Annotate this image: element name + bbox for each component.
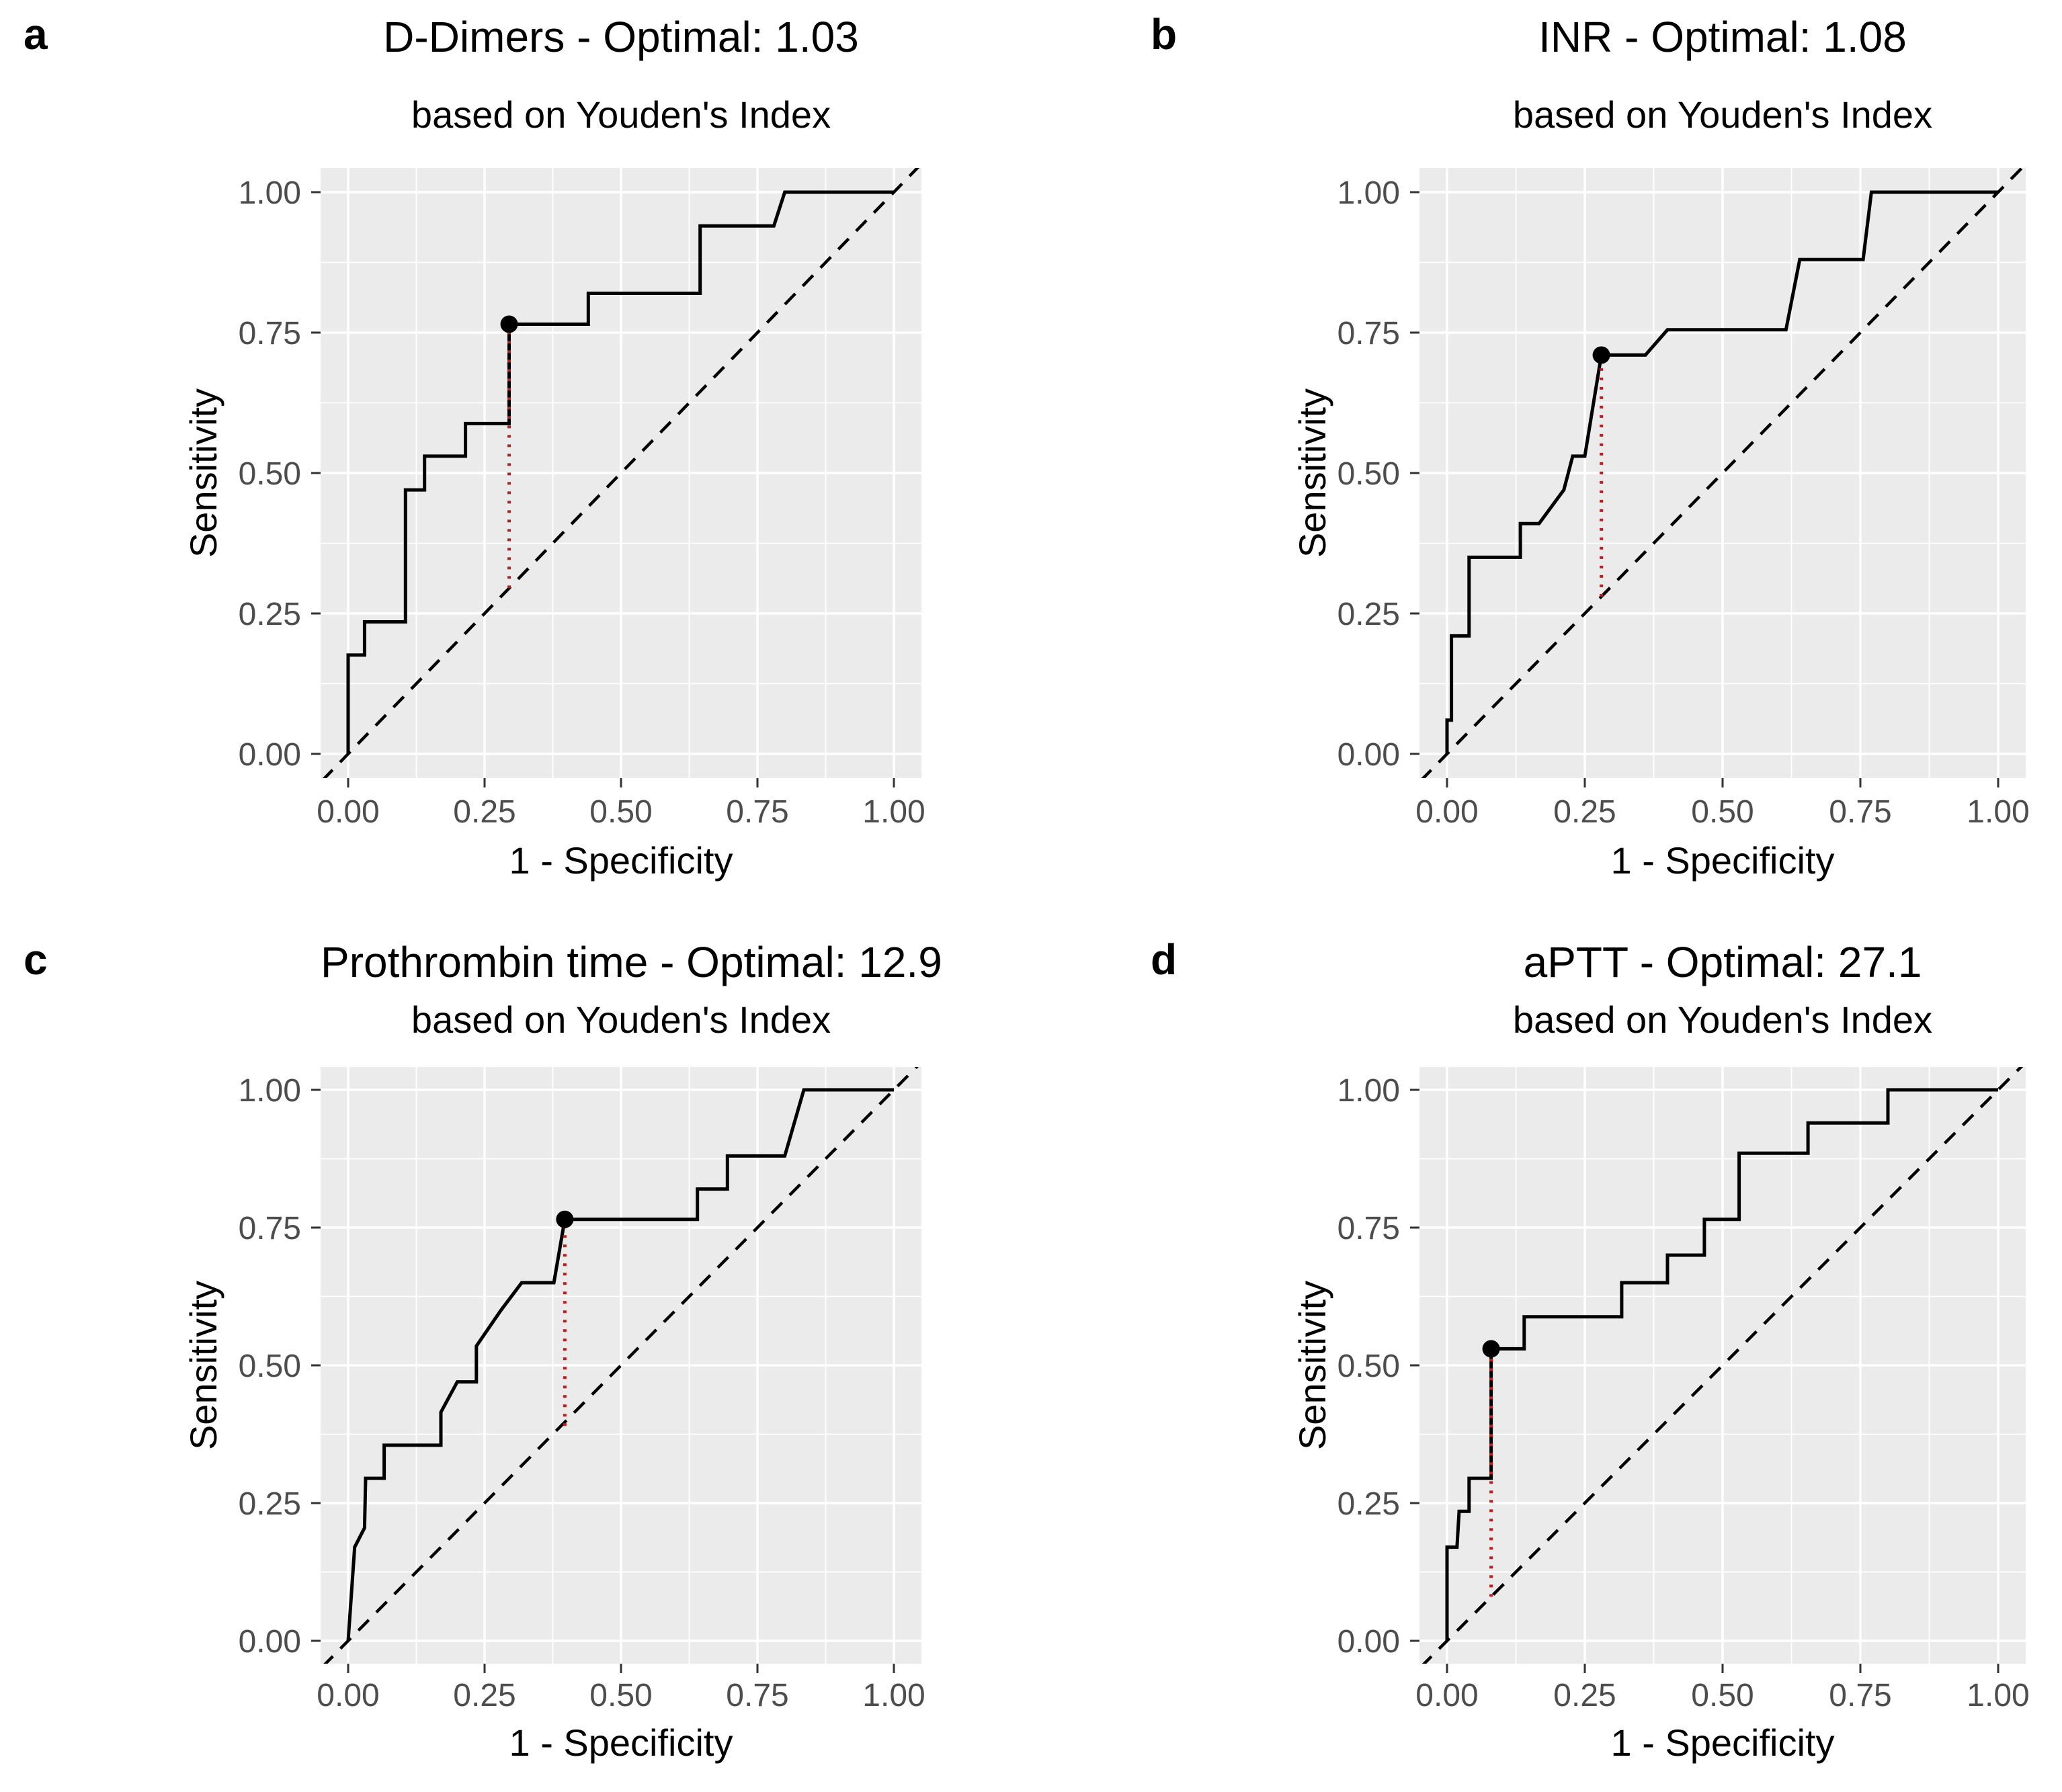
roc-curve bbox=[1445, 190, 1998, 754]
roc-plot-d: 0.00 0.00 0.25 0.25 0.50 0.50 0.75 0.75 1.00 1.00 bbox=[1337, 1067, 2030, 1713]
y-axis-tick-label: 0.00 bbox=[1337, 1624, 1400, 1660]
panel-subtitle: based on Youden's Index bbox=[1512, 93, 1933, 136]
y-axis-tick-label: 0.75 bbox=[1337, 1211, 1400, 1246]
optimal-point-marker bbox=[556, 1210, 574, 1228]
x-axis-tick-label: 0.25 bbox=[453, 1678, 516, 1713]
y-axis-tick-label: 1.00 bbox=[1337, 1073, 1400, 1109]
x-axis-title: 1 - Specificity bbox=[1610, 1721, 1835, 1764]
roc-plot-c: 0.00 0.00 0.25 0.25 0.50 0.50 0.75 0.75 1.00 1.00 bbox=[239, 1067, 925, 1713]
x-axis-tick-label: 0.00 bbox=[317, 1678, 379, 1713]
x-axis-tick-label: 0.50 bbox=[589, 1678, 652, 1713]
y-axis-tick-label: 0.00 bbox=[1337, 737, 1400, 773]
panel-subtitle: based on Youden's Index bbox=[411, 998, 831, 1041]
roc-panel-d: 0.00 0.00 0.25 0.25 0.50 0.50 0.75 0.75 1.00 1.00… bbox=[1031, 896, 2062, 1792]
reference-diagonal-line bbox=[323, 1067, 919, 1664]
y-axis-tick-label: 0.25 bbox=[239, 597, 301, 632]
reference-diagonal-line bbox=[1421, 1067, 2024, 1664]
y-axis-tick-label: 1.00 bbox=[1337, 175, 1400, 211]
x-axis-tick-label: 0.50 bbox=[1691, 794, 1754, 830]
x-axis-title: 1 - Specificity bbox=[509, 839, 733, 882]
y-axis-tick-label: 0.25 bbox=[1337, 597, 1400, 632]
optimal-point-marker bbox=[1482, 1340, 1500, 1358]
panel-letter: a bbox=[24, 10, 48, 58]
x-axis-tick-label: 0.75 bbox=[726, 1678, 788, 1713]
y-axis-tick-label: 0.50 bbox=[239, 456, 301, 492]
x-axis-tick-label: 1.00 bbox=[1967, 794, 2029, 830]
panel-letter: c bbox=[24, 935, 48, 984]
y-axis-tick-label: 0.50 bbox=[1337, 456, 1400, 492]
y-axis-tick-label: 0.50 bbox=[1337, 1349, 1400, 1384]
x-axis-tick-label: 0.00 bbox=[317, 794, 379, 830]
y-axis-tick-label: 0.75 bbox=[1337, 316, 1400, 351]
panel-title: aPTT - Optimal: 27.1 bbox=[1523, 938, 1922, 986]
optimal-point-marker bbox=[500, 315, 518, 333]
panel-title: Prothrombin time - Optimal: 12.9 bbox=[321, 938, 942, 986]
roc-curve bbox=[346, 190, 894, 754]
y-axis-tick-label: 0.25 bbox=[239, 1486, 301, 1522]
roc-panel-a: 0.00 0.00 0.25 0.25 0.50 0.50 0.75 0.75 1.00 1.00… bbox=[0, 0, 1031, 896]
x-axis-tick-label: 1.00 bbox=[1967, 1678, 2029, 1713]
roc-curve bbox=[346, 1088, 894, 1641]
y-axis-tick-label: 0.75 bbox=[239, 316, 301, 351]
panel-letter: d bbox=[1151, 935, 1178, 984]
y-axis-tick-label: 0.50 bbox=[239, 1349, 301, 1384]
x-axis-tick-label: 1.00 bbox=[862, 1678, 925, 1713]
x-axis-tick-label: 0.50 bbox=[1691, 1678, 1754, 1713]
panel-subtitle: based on Youden's Index bbox=[1512, 998, 1933, 1041]
roc-panel-b: 0.00 0.00 0.25 0.25 0.50 0.50 0.75 0.75 1.00 1.00… bbox=[1031, 0, 2062, 896]
y-axis-title: Sensitivity bbox=[182, 1280, 224, 1451]
panel-title: D-Dimers - Optimal: 1.03 bbox=[383, 13, 859, 61]
panel-title: INR - Optimal: 1.08 bbox=[1538, 13, 1907, 61]
x-axis-tick-label: 0.25 bbox=[453, 794, 516, 830]
y-axis-title: Sensitivity bbox=[1291, 1280, 1333, 1451]
x-axis-tick-label: 0.00 bbox=[1415, 1678, 1478, 1713]
y-axis-tick-label: 0.00 bbox=[239, 1624, 301, 1660]
y-axis-tick-label: 0.00 bbox=[239, 737, 301, 773]
y-axis-tick-label: 1.00 bbox=[239, 1073, 301, 1109]
x-axis-title: 1 - Specificity bbox=[1610, 839, 1835, 882]
roc-plot-a: 0.00 0.00 0.25 0.25 0.50 0.50 0.75 0.75 1.00 1.00 bbox=[239, 168, 925, 830]
x-axis-title: 1 - Specificity bbox=[509, 1721, 733, 1764]
y-axis-tick-label: 0.25 bbox=[1337, 1486, 1400, 1522]
panel-letter: b bbox=[1151, 10, 1178, 58]
roc-plot-b: 0.00 0.00 0.25 0.25 0.50 0.50 0.75 0.75 1.00 1.00 bbox=[1337, 168, 2030, 830]
y-axis-title: Sensitivity bbox=[182, 388, 224, 558]
panel-subtitle: based on Youden's Index bbox=[411, 93, 831, 136]
x-axis-tick-label: 0.00 bbox=[1415, 794, 1478, 830]
x-axis-tick-label: 0.25 bbox=[1553, 1678, 1616, 1713]
x-axis-tick-label: 0.25 bbox=[1553, 794, 1616, 830]
x-axis-tick-label: 1.00 bbox=[862, 794, 925, 830]
x-axis-tick-label: 0.75 bbox=[726, 794, 788, 830]
y-axis-title: Sensitivity bbox=[1291, 388, 1333, 558]
optimal-point-marker bbox=[1592, 346, 1610, 364]
x-axis-tick-label: 0.75 bbox=[1829, 794, 1891, 830]
roc-panel-c: 0.00 0.00 0.25 0.25 0.50 0.50 0.75 0.75 1.00 1.00… bbox=[0, 896, 1031, 1792]
x-axis-tick-label: 0.75 bbox=[1829, 1678, 1891, 1713]
x-axis-tick-label: 0.50 bbox=[589, 794, 652, 830]
roc-curve bbox=[1445, 1088, 1998, 1641]
y-axis-tick-label: 0.75 bbox=[239, 1211, 301, 1246]
y-axis-tick-label: 1.00 bbox=[239, 175, 301, 211]
